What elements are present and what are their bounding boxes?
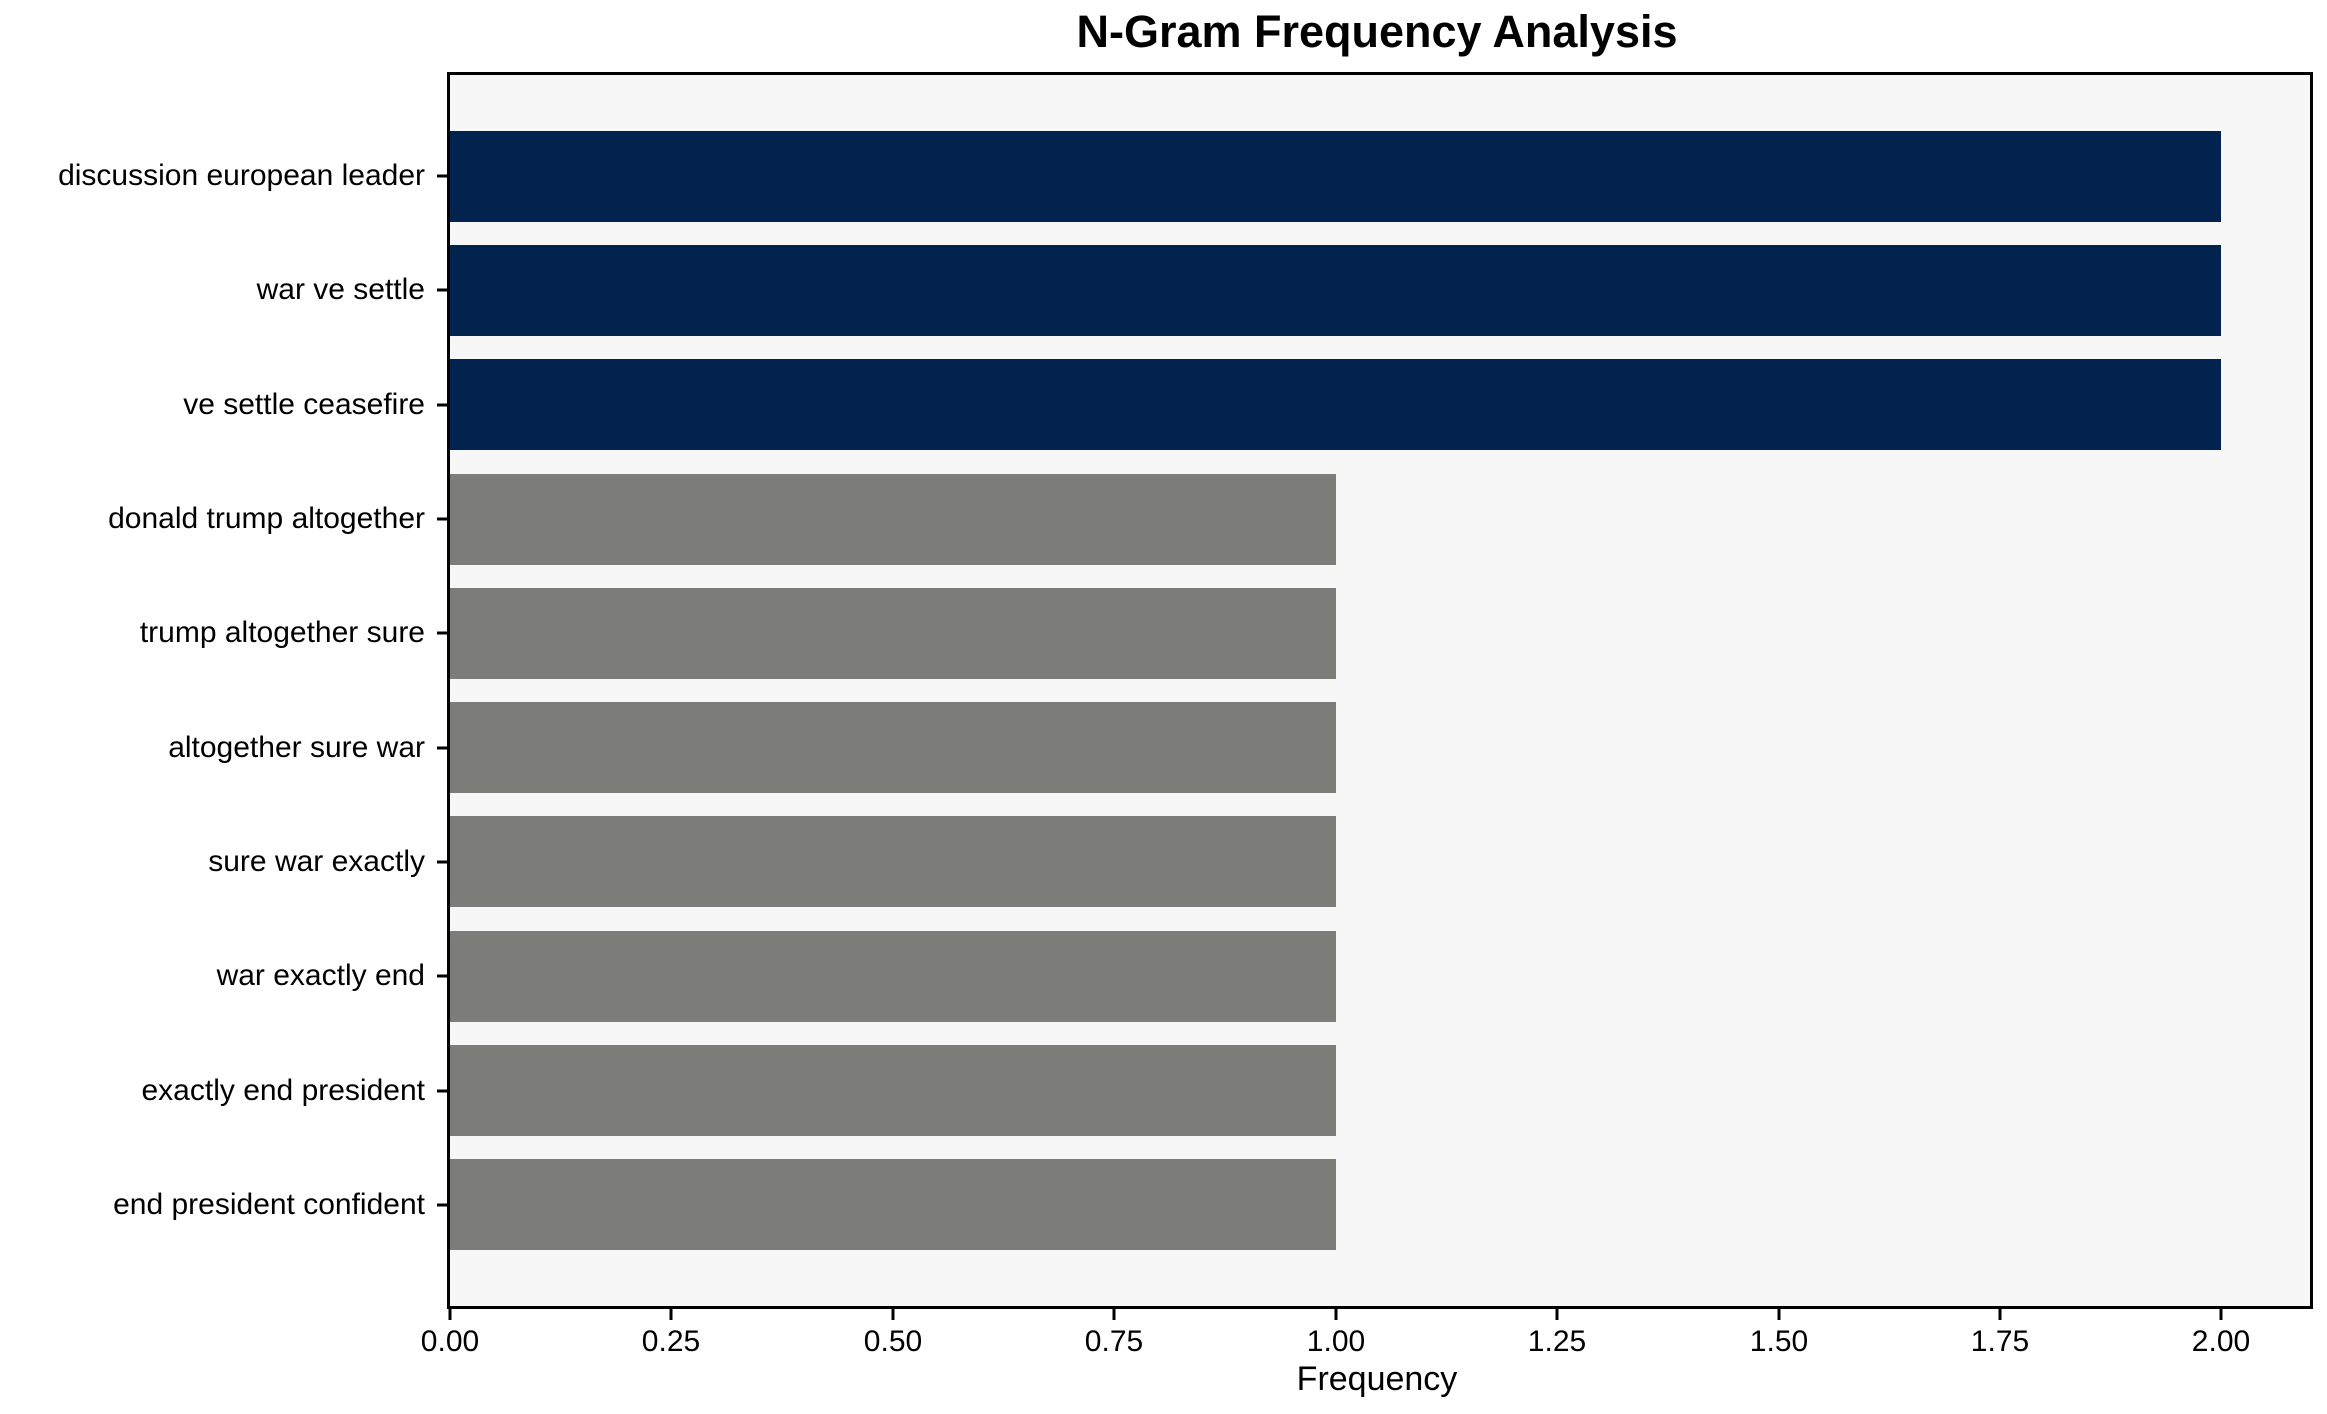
y-tick-label: exactly end president [141, 1074, 425, 1107]
y-tick-mark [437, 1089, 447, 1093]
y-tick-mark [437, 1203, 447, 1207]
bar [450, 588, 1336, 679]
y-tick-mark [437, 631, 447, 635]
y-tick-mark [437, 174, 447, 178]
x-tick-mark [669, 1309, 673, 1320]
y-tick-label: end president confident [113, 1188, 425, 1221]
bar [450, 474, 1336, 565]
y-tick-mark [437, 860, 447, 864]
y-tick-label: trump altogether sure [139, 616, 425, 649]
x-axis-label: Frequency [1296, 1360, 1458, 1398]
x-tick-label: 2.00 [2191, 1325, 2251, 1358]
bar [450, 359, 2221, 450]
x-tick-mark [1334, 1309, 1338, 1320]
x-tick-label: 1.50 [1749, 1325, 1809, 1358]
x-tick-label: 1.75 [1970, 1325, 2030, 1358]
x-tick-mark [1555, 1309, 1559, 1320]
x-tick-mark [891, 1309, 895, 1320]
y-tick-mark [437, 974, 447, 978]
bar [450, 1159, 1336, 1250]
y-tick-label: donald trump altogether [108, 502, 425, 535]
y-tick-label: war ve settle [256, 273, 425, 306]
x-tick-label: 0.00 [420, 1325, 480, 1358]
y-tick-mark [437, 746, 447, 750]
chart-title: N-Gram Frequency Analysis [1076, 6, 1678, 57]
plot-area [447, 72, 2313, 1309]
x-tick-label: 0.25 [641, 1325, 701, 1358]
bar [450, 931, 1336, 1022]
y-tick-label: war exactly end [216, 959, 425, 992]
y-tick-label: sure war exactly [208, 845, 425, 878]
y-tick-label: altogether sure war [168, 731, 425, 764]
bar [450, 1045, 1336, 1136]
y-tick-label: discussion european leader [58, 159, 425, 192]
x-tick-mark [1777, 1309, 1781, 1320]
x-tick-label: 1.25 [1527, 1325, 1587, 1358]
x-tick-label: 0.50 [863, 1325, 923, 1358]
y-tick-label: ve settle ceasefire [183, 388, 425, 421]
bar [450, 816, 1336, 907]
x-tick-mark [1998, 1309, 2002, 1320]
bar [450, 702, 1336, 793]
x-tick-label: 0.75 [1084, 1325, 1144, 1358]
y-tick-mark [437, 288, 447, 292]
x-tick-label: 1.00 [1306, 1325, 1366, 1358]
bar [450, 245, 2221, 336]
y-tick-mark [437, 517, 447, 521]
y-tick-mark [437, 403, 447, 407]
x-tick-mark [448, 1309, 452, 1320]
bar [450, 131, 2221, 222]
x-tick-mark [1112, 1309, 1116, 1320]
x-tick-mark [2219, 1309, 2223, 1320]
